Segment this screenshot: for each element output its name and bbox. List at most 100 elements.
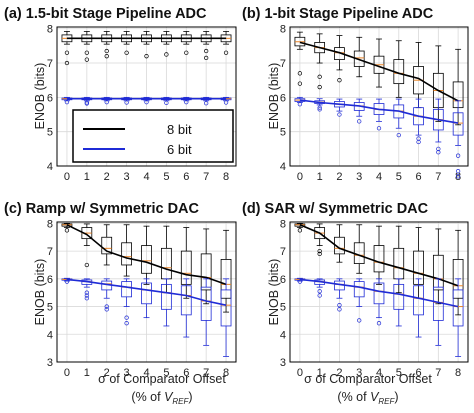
- legend: 8 bit 6 bit: [72, 109, 234, 163]
- panel-c-xtick-1: 1: [84, 367, 90, 379]
- panel-b-ytick-2: 6: [280, 92, 286, 104]
- outlier-1: [297, 71, 303, 76]
- panel-b-ytick-3: 7: [280, 58, 286, 70]
- outlier-0: [124, 321, 129, 326]
- box-iqr: [121, 242, 132, 266]
- panel-c-mean-line-8bit: [66, 224, 227, 286]
- panel-d-box-8bit-6: [413, 227, 424, 299]
- panel-c-box-8bit-8: [220, 229, 232, 313]
- panel-a-box-8bit-3: [121, 31, 132, 55]
- panel-c-xtick-6: 6: [183, 367, 189, 379]
- outlier-0: [104, 54, 109, 59]
- panel-d-xlabel-var: V: [370, 390, 380, 404]
- box-iqr: [161, 283, 172, 310]
- outlier-1: [317, 74, 322, 79]
- panel-d-box-8bit-0: [294, 222, 306, 233]
- panel-a-xtick-5: 5: [163, 171, 169, 183]
- box-iqr: [200, 253, 212, 291]
- panel-c-box-8bit-0: [61, 222, 73, 233]
- box-iqr: [353, 50, 365, 67]
- panel-d-ytick-2: 5: [280, 302, 286, 314]
- panel-b-xtick-5: 5: [396, 171, 402, 183]
- panel-b-xtick-8: 8: [455, 171, 461, 183]
- panel-d-xtick-1: 1: [317, 367, 323, 379]
- panel-d-xtick-6: 6: [415, 367, 421, 379]
- outlier-1: [436, 146, 441, 151]
- panel-d-xtick-7: 7: [435, 367, 441, 379]
- box-iqr: [121, 281, 132, 298]
- outlier-0: [317, 251, 322, 257]
- box-iqr: [101, 236, 113, 255]
- panel-d-box-8bit-1: [314, 223, 326, 257]
- outlier-0: [124, 50, 129, 55]
- box-iqr: [393, 283, 405, 310]
- panel-a-ytick-3: 7: [47, 58, 53, 70]
- panel-c-xtick-7: 7: [203, 367, 209, 379]
- panel-d-box-6bit-8: [452, 278, 464, 357]
- panel-d-ytick-5: 8: [280, 218, 286, 230]
- outlier-0: [297, 228, 303, 233]
- panel-b-mean-line-8bit: [299, 41, 459, 102]
- panel-a-xtick-4: 4: [143, 171, 149, 183]
- outlier-0: [84, 262, 89, 268]
- outlier-0: [84, 296, 89, 301]
- panel-d-ytick-3: 6: [280, 274, 286, 286]
- panel-b-box-8bit-0: [294, 31, 306, 86]
- panel-d-frame: [289, 221, 469, 363]
- panel-c-xtick-8: 8: [223, 367, 229, 379]
- outlier-0: [64, 60, 70, 66]
- panel-c-xtick-3: 3: [124, 367, 130, 379]
- outlier-0: [376, 321, 382, 326]
- outlier-1: [104, 48, 109, 54]
- panel-d-xtick-8: 8: [455, 367, 461, 379]
- panel-d-plot: 3 4 5 6 7 8 0 1 2 3 4 5 6 7 8: [280, 218, 469, 379]
- box-iqr: [220, 259, 232, 299]
- outlier-0: [455, 174, 461, 179]
- box-iqr: [373, 282, 385, 305]
- outlier-1: [104, 304, 109, 309]
- panel-a-xtick-2: 2: [104, 171, 110, 183]
- panel-d-xlabel-post: ): [394, 390, 398, 404]
- outlier-0: [184, 100, 189, 105]
- panel-b-ylabel: ENOB (bits): [267, 63, 281, 130]
- panel-c-xtick-5: 5: [163, 367, 169, 379]
- outlier-0: [64, 100, 70, 105]
- panel-b-xtick-2: 2: [336, 171, 342, 183]
- panel-d-xtick-4: 4: [376, 367, 382, 379]
- outlier-1: [455, 168, 461, 174]
- panel-d-xlabel: σ of Comparator Offset: [304, 372, 432, 386]
- panel-a-ylabel: ENOB (bits): [33, 63, 47, 130]
- box-iqr: [353, 281, 365, 298]
- outlier-0: [376, 126, 382, 131]
- box-iqr: [452, 259, 464, 299]
- outlier-0: [144, 54, 149, 59]
- panel-b-xtick-4: 4: [376, 171, 382, 183]
- outlier-0: [337, 78, 342, 83]
- panel-c-ytick-0: 3: [47, 357, 53, 369]
- outlier-0: [204, 101, 209, 106]
- legend-8bit-label: 8 bit: [167, 122, 192, 137]
- outlier-0: [124, 100, 129, 105]
- panel-a-ytick-4: 8: [47, 24, 53, 36]
- panel-b-xtick-1: 1: [317, 171, 323, 183]
- panel-c-xlabel-post: ): [188, 390, 192, 404]
- panel-a-xtick-6: 6: [183, 171, 189, 183]
- outlier-1: [204, 48, 209, 54]
- panel-d-xlabel-sub: REF: [378, 397, 395, 406]
- panel-c-xlabel-sub: REF: [172, 397, 189, 406]
- outlier-1: [124, 315, 129, 320]
- outlier-0: [144, 100, 149, 105]
- box-iqr: [200, 286, 212, 321]
- box-iqr: [373, 245, 385, 273]
- outlier-2: [84, 290, 89, 295]
- panel-c-box-6bit-3: [121, 278, 132, 326]
- panel-c-mean-line-6bit: [66, 278, 227, 306]
- panel-c-ytick-3: 6: [47, 274, 53, 286]
- panel-d-mean-line-6bit: [299, 278, 459, 308]
- outlier-1: [337, 303, 342, 308]
- panel-b-box-6bit-6: [413, 98, 424, 145]
- outlier-1: [317, 248, 322, 254]
- outlier-0: [223, 100, 229, 105]
- panel-d-ytick-1: 4: [280, 329, 286, 341]
